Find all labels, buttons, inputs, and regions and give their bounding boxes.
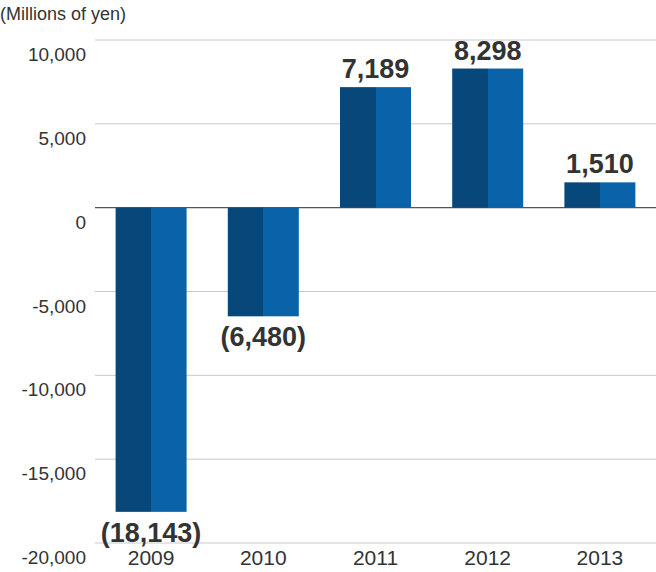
data-label: (18,143) bbox=[101, 518, 202, 548]
y-tick-label: -20,000 bbox=[22, 547, 86, 568]
data-label: 8,298 bbox=[454, 36, 522, 66]
chart: (Millions of yen) 10,000 5,000 0 -5,000 -10,0… bbox=[0, 0, 656, 572]
y-tick-label: 10,000 bbox=[28, 44, 86, 65]
bar bbox=[340, 87, 411, 208]
y-tick-label: 5,000 bbox=[38, 128, 86, 149]
x-tick-label: 2010 bbox=[240, 546, 287, 569]
y-tick-label: 0 bbox=[75, 212, 86, 233]
bar bbox=[228, 208, 299, 317]
bars bbox=[116, 69, 636, 512]
y-tick-label: -10,000 bbox=[22, 379, 86, 400]
y-tick-label: -15,000 bbox=[22, 463, 86, 484]
y-axis-line bbox=[95, 40, 96, 543]
x-tick-label: 2012 bbox=[464, 546, 511, 569]
data-label: 7,189 bbox=[342, 54, 410, 84]
y-tick-label: -5,000 bbox=[32, 296, 86, 317]
data-label: (6,480) bbox=[221, 322, 307, 352]
x-tick-label: 2009 bbox=[128, 546, 175, 569]
bar bbox=[452, 69, 523, 208]
grid-line bbox=[95, 40, 656, 41]
y-axis-title: (Millions of yen) bbox=[0, 4, 126, 24]
x-tick-label: 2011 bbox=[353, 546, 398, 569]
data-label: 1,510 bbox=[566, 149, 634, 179]
bar bbox=[116, 208, 187, 512]
bar bbox=[564, 182, 635, 207]
x-tick-label: 2013 bbox=[577, 546, 624, 569]
